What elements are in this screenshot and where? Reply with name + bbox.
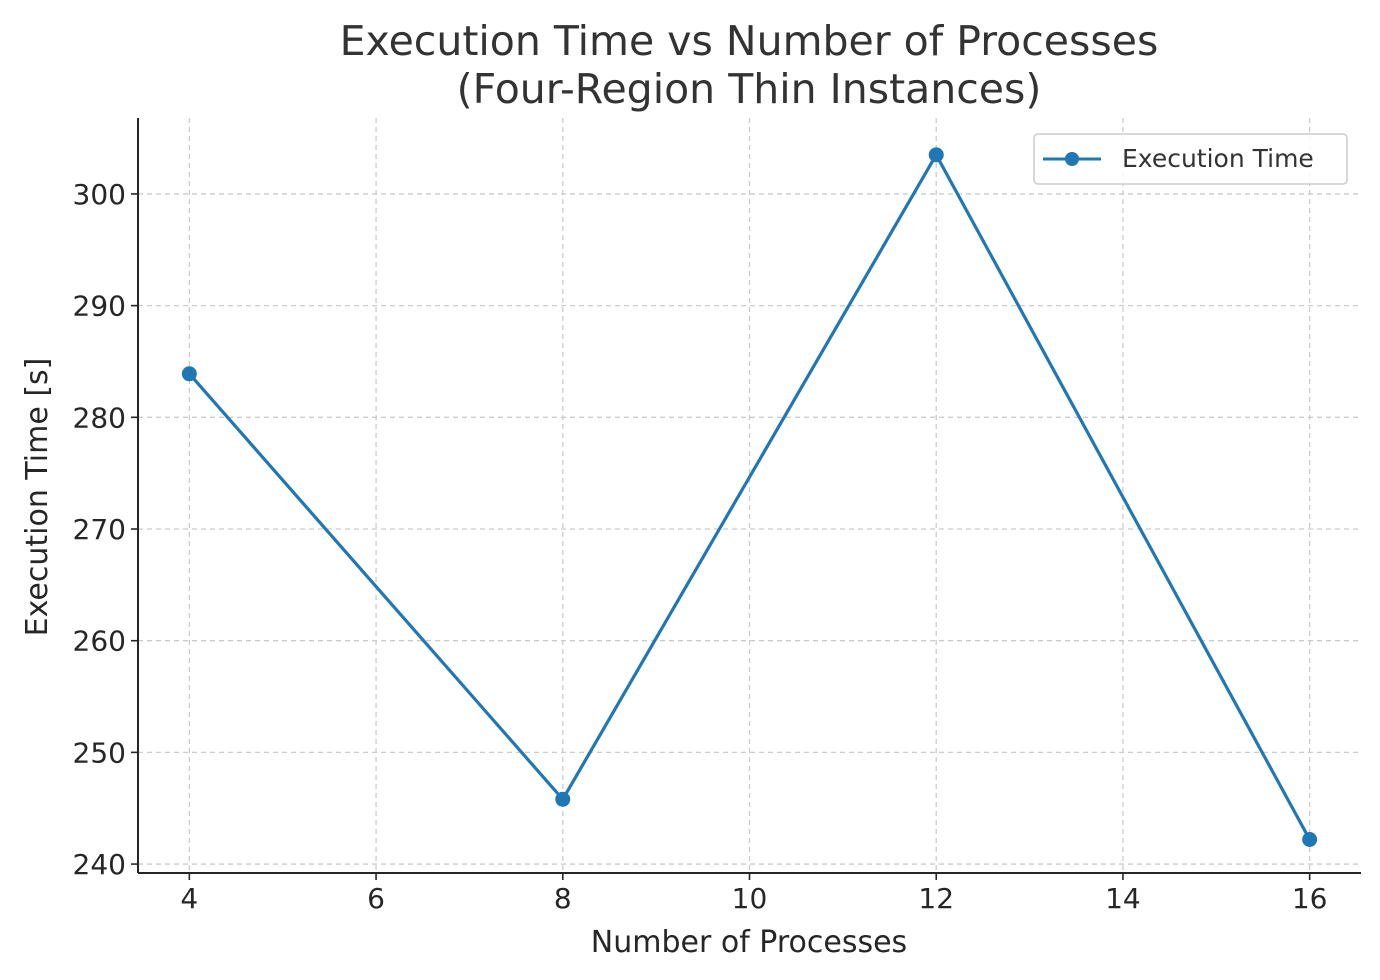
y-grid [138, 193, 1361, 865]
x-tick-label-8: 8 [554, 882, 572, 915]
y-tick-label-240: 240 [73, 848, 126, 881]
series-layer [181, 147, 1318, 847]
y-tick-label-280: 280 [73, 401, 126, 434]
x-tick-label-14: 14 [1105, 882, 1141, 915]
y-tick-label-300: 300 [73, 178, 126, 211]
data-point-0-2 [928, 147, 944, 163]
y-tick-label-260: 260 [73, 625, 126, 658]
series-line-0 [187, 153, 1312, 842]
x-ticks: 4 6 8 10 12 14 16 [180, 873, 1327, 915]
data-point-0-0 [181, 366, 197, 382]
y-tick-label-270: 270 [73, 513, 126, 546]
legend-label: Execution Time [1122, 144, 1314, 173]
legend-marker [1065, 152, 1079, 166]
chart-title-line-2: (Four-Region Thin Instances) [457, 65, 1042, 113]
x-grid [188, 118, 1311, 873]
x-tick-label-16: 16 [1292, 882, 1328, 915]
chart-title-line-1: Execution Time vs Number of Processes [340, 17, 1159, 65]
legend: Execution Time [1033, 133, 1348, 185]
x-tick-label-12: 12 [918, 882, 954, 915]
y-tick-label-250: 250 [73, 736, 126, 769]
data-point-0-3 [1302, 831, 1318, 847]
y-tick-label-290: 290 [73, 290, 126, 323]
y-ticks: 240 250 260 270 280 290 300 [73, 178, 138, 881]
legend-box [1033, 133, 1348, 185]
x-tick-label-6: 6 [367, 882, 385, 915]
data-point-0-1 [555, 791, 571, 807]
x-tick-label-4: 4 [180, 882, 198, 915]
y-axis-label: Execution Time [s] [20, 358, 55, 637]
x-axis-label: Number of Processes [591, 925, 907, 960]
x-tick-label-10: 10 [732, 882, 768, 915]
